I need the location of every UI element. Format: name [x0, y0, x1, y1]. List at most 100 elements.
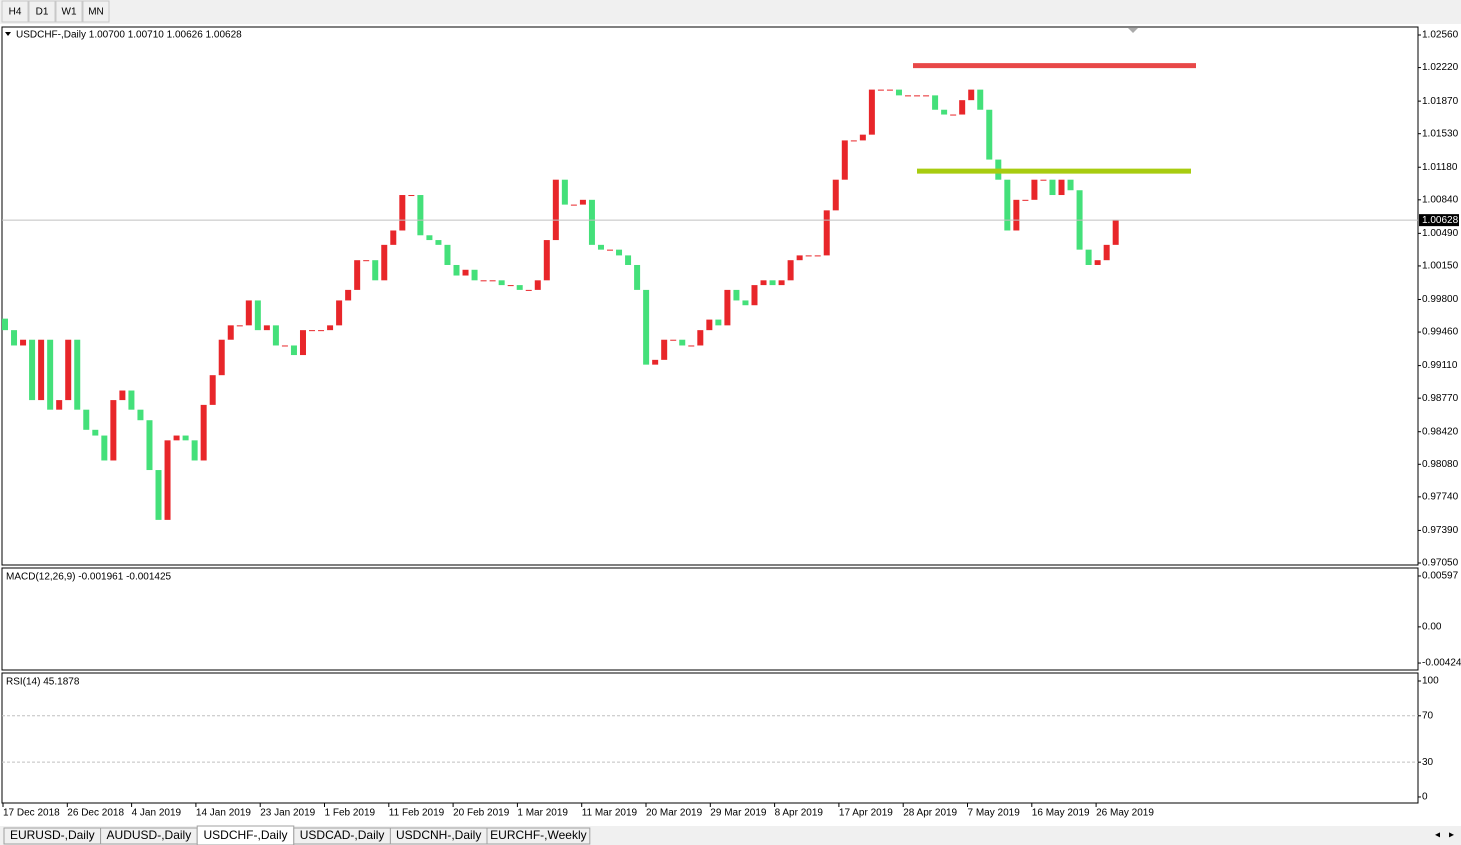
- timeframe-button[interactable]: [28, 0, 56, 23]
- candle-body: [417, 195, 424, 236]
- candle-body: [336, 300, 343, 326]
- candle-body: [787, 260, 794, 281]
- candle-body: [670, 339, 677, 341]
- y-tick-label: 0.99110: [1422, 360, 1458, 371]
- candle-body: [561, 179, 568, 205]
- candle-body: [751, 285, 758, 306]
- x-tick-label: 28 Apr 2019: [903, 808, 957, 819]
- candle-body: [83, 409, 90, 430]
- y-tick-label: 0.98080: [1422, 459, 1459, 470]
- symbol-tab-label[interactable]: EURCHF-,Weekly: [490, 828, 586, 842]
- y-tick-label: 0.98420: [1422, 426, 1459, 437]
- macd-tick-label: 0.00: [1422, 622, 1442, 633]
- candle-body: [471, 269, 478, 281]
- x-tick-label: 20 Mar 2019: [646, 808, 703, 819]
- candle-body: [65, 339, 72, 401]
- candle-body: [570, 204, 577, 206]
- current-price-label: 1.00628: [1422, 215, 1459, 226]
- y-tick-label: 1.01180: [1422, 162, 1458, 173]
- candle-body: [932, 95, 939, 110]
- candle-body: [661, 339, 668, 360]
- shift-marker: [1128, 28, 1138, 33]
- candle-body: [1022, 199, 1029, 201]
- symbol-tab-label[interactable]: EURUSD-,Daily: [10, 828, 95, 842]
- candle-body: [272, 325, 279, 346]
- candle-body: [29, 339, 36, 401]
- candle-body: [345, 289, 352, 301]
- x-tick-label: 23 Jan 2019: [260, 808, 315, 819]
- scroll-right[interactable]: ▸: [1449, 830, 1454, 841]
- chart-header: USDCHF-,Daily 1.00700 1.00710 1.00626 1.…: [16, 30, 242, 41]
- symbol-tab-label[interactable]: USDCHF-,Daily: [204, 828, 288, 842]
- candle-body: [101, 435, 108, 461]
- rsi-tick-label: 30: [1422, 757, 1434, 768]
- rsi-title: RSI(14) 45.1878: [6, 677, 80, 688]
- candle-body: [543, 240, 550, 281]
- candle-body: [715, 319, 722, 326]
- candle-body: [877, 89, 884, 91]
- candle-body: [607, 249, 614, 251]
- candle-body: [841, 140, 848, 180]
- candle-body: [733, 289, 740, 301]
- candle-body: [616, 249, 623, 256]
- symbol-tab-label[interactable]: AUDUSD-,Daily: [107, 828, 192, 842]
- candle-body: [155, 470, 162, 520]
- candle-body: [182, 435, 189, 441]
- timeframe-button[interactable]: [1, 0, 29, 23]
- candle-body: [923, 95, 930, 97]
- candle-body: [11, 330, 18, 346]
- candle-body: [390, 230, 397, 245]
- timeframe-label[interactable]: H4: [9, 7, 22, 18]
- candle-body: [950, 114, 957, 116]
- candle-body: [823, 210, 830, 256]
- candle-body: [74, 339, 81, 410]
- y-tick-label: 0.97740: [1422, 492, 1459, 503]
- candle-body: [236, 325, 243, 327]
- y-tick-label: 0.99800: [1422, 294, 1459, 305]
- candle-body: [634, 264, 641, 290]
- scroll-left[interactable]: ◂: [1435, 830, 1440, 841]
- candle-body: [914, 95, 921, 97]
- symbol-tab-label[interactable]: USDCAD-,Daily: [300, 828, 385, 842]
- timeframe-button[interactable]: [82, 0, 110, 23]
- candle-body: [281, 345, 288, 347]
- candle-body: [263, 325, 270, 331]
- candle-body: [173, 435, 180, 441]
- candle-body: [227, 325, 234, 340]
- x-tick-label: 11 Mar 2019: [582, 808, 638, 819]
- y-tick-label: 0.98770: [1422, 393, 1459, 404]
- candle-body: [968, 89, 975, 101]
- timeframe-label[interactable]: W1: [62, 7, 77, 18]
- timeframe-label[interactable]: D1: [36, 7, 49, 18]
- candle-body: [290, 345, 297, 356]
- candle-body: [245, 300, 252, 326]
- x-tick-label: 8 Apr 2019: [775, 808, 824, 819]
- y-tick-label: 0.97050: [1422, 558, 1459, 569]
- candle-body: [1013, 199, 1020, 231]
- timeframe-button[interactable]: [55, 0, 83, 23]
- candle-body: [724, 289, 731, 326]
- candle-body: [1067, 179, 1074, 191]
- candle-body: [760, 280, 767, 286]
- symbol-tab-label[interactable]: USDCNH-,Daily: [396, 828, 481, 842]
- candle-body: [868, 89, 875, 135]
- candle-body: [525, 289, 532, 291]
- x-tick-label: 26 Dec 2018: [67, 808, 124, 819]
- timeframe-label[interactable]: MN: [88, 7, 104, 18]
- candle-body: [372, 260, 379, 281]
- y-tick-label: 1.02560: [1422, 30, 1459, 41]
- candle-body: [832, 179, 839, 211]
- candle-body: [2, 318, 8, 331]
- symbol-tab[interactable]: [486, 827, 591, 845]
- candle-body: [47, 339, 54, 410]
- y-tick-label: 0.97390: [1422, 525, 1459, 536]
- candle-body: [534, 280, 541, 290]
- x-tick-label: 17 Dec 2018: [3, 808, 60, 819]
- candle-body: [1085, 249, 1092, 265]
- candle-body: [886, 89, 893, 91]
- candle-body: [381, 244, 388, 281]
- candle-body: [643, 289, 650, 365]
- x-tick-label: 7 May 2019: [968, 808, 1021, 819]
